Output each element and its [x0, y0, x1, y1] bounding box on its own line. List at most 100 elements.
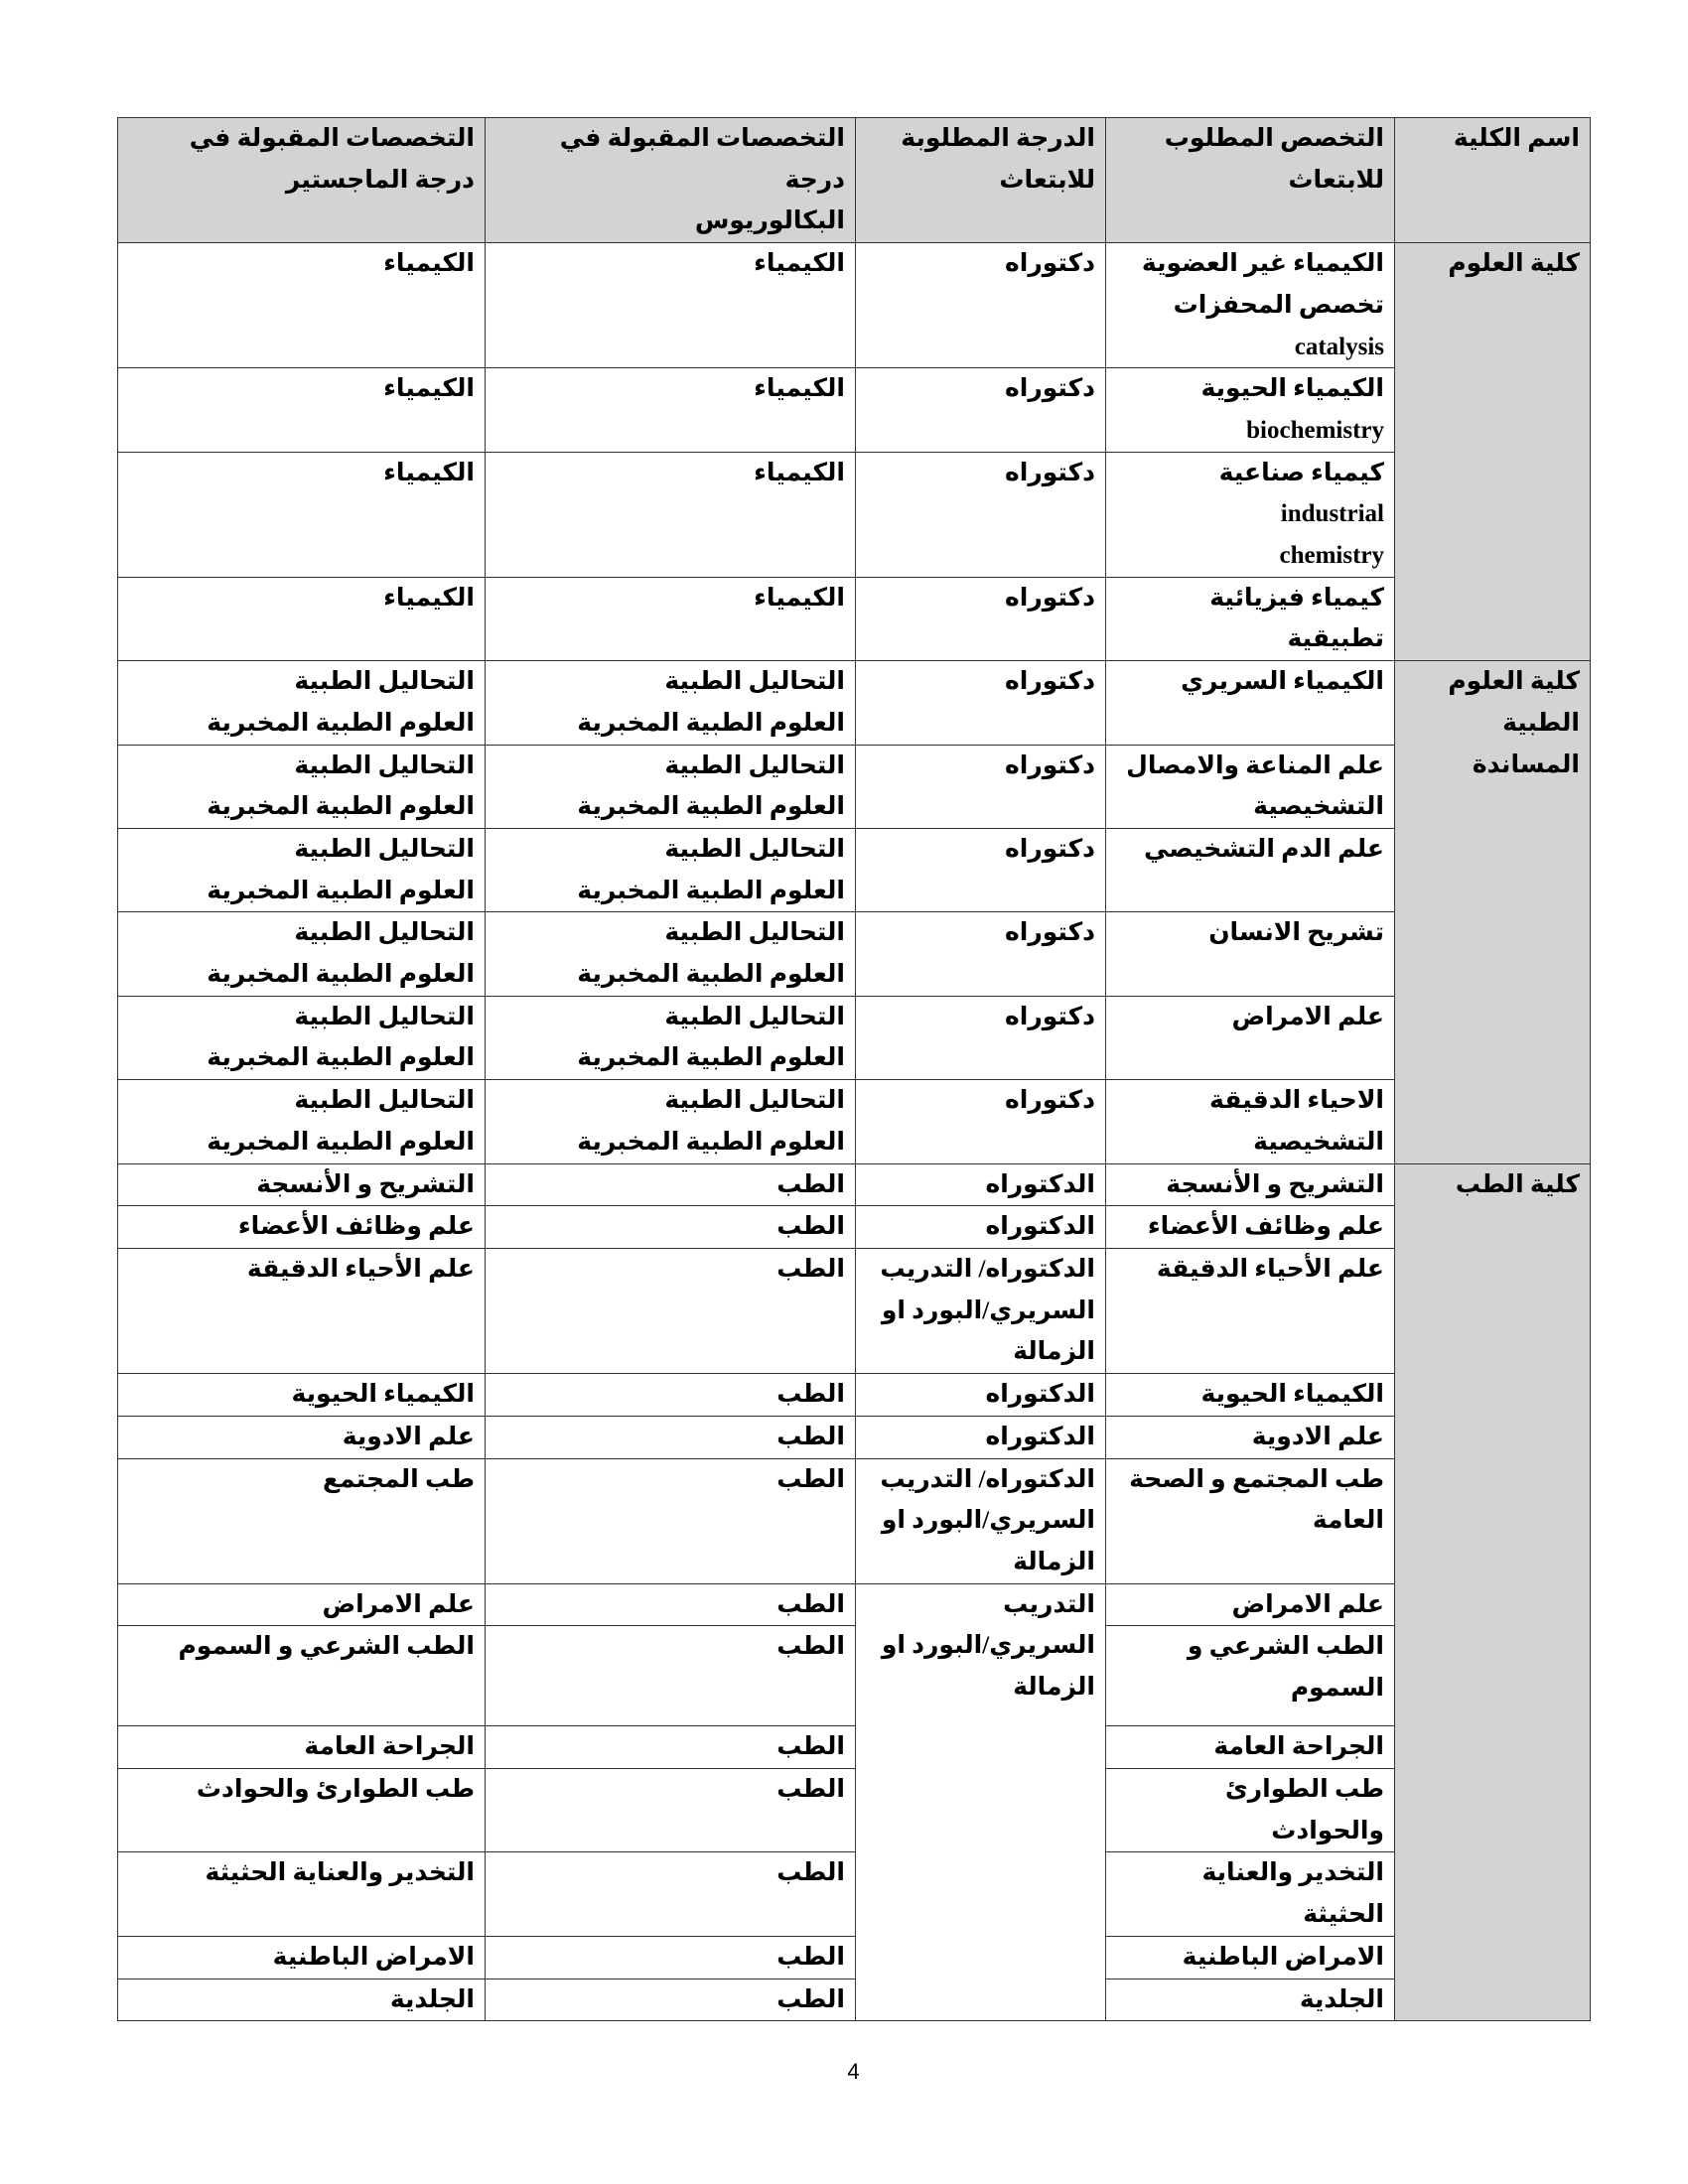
required-specialty-cell: الجراحة العامة [1105, 1725, 1395, 1770]
table-row: علم وظائف الأعضاء الدكتوراه الطب علم وظائف … [117, 1205, 1591, 1249]
master-specialties-cell: التحاليل الطبية العلوم الطبية المخبرية [117, 911, 486, 997]
table-row: علم الأحياء الدقيقة الدكتوراه/ التدريب ال… [117, 1247, 1591, 1375]
master-specialties-cell: علم الأحياء الدقيقة [117, 1247, 486, 1375]
required-specialty-cell: الكيمياء الحيوية biochemistry [1105, 367, 1395, 453]
required-specialty-cell: علم وظائف الأعضاء [1105, 1205, 1395, 1249]
bachelor-specialties-cell: الطب [485, 1978, 856, 2022]
master-specialties-cell: التخدير والعناية الحثيثة [117, 1851, 486, 1937]
bachelor-specialties-cell: الطب [485, 1625, 856, 1727]
required-specialty-cell: كيمياء فيزيائية تطبيقية [1105, 576, 1395, 662]
required-degree-cell: الدكتوراه [855, 1162, 1106, 1207]
required-specialty-cell: كيمياء صناعية industrial chemistry [1105, 451, 1395, 578]
table-row: علم الدم التشخيصي دكتوراه التحاليل الطبية … [117, 827, 1591, 913]
table-row: علم الادوية الدكتوراه الطب علم الادوية [117, 1415, 1591, 1459]
required-specialty-cell: الاحياء الدقيقة التشخيصية [1105, 1079, 1395, 1164]
bachelor-specialties-cell: الطب [485, 1935, 856, 1979]
required-specialty-cell: علم الدم التشخيصي [1105, 827, 1395, 913]
required-degree-cell: الدكتوراه/ التدريب السريري/البورد او الز… [855, 1247, 1106, 1375]
required-degree-cell: الدكتوراه [855, 1205, 1106, 1249]
table-row: الامراض الباطنية الطب الامراض الباطنية [117, 1935, 1591, 1979]
required-specialty-cell: علم المناعة والامصال التشخيصية [1105, 744, 1395, 829]
header-required-degree: الدرجة المطلوبة للابتعاث [855, 116, 1106, 244]
required-specialty-cell: علم الامراض [1105, 1582, 1395, 1627]
required-specialty-cell: الطب الشرعي و السموم [1105, 1625, 1395, 1727]
table-row: كلية العلوم الطبية المساندة الكيمياء السر… [117, 660, 1591, 1164]
bachelor-specialties-cell: الطب [485, 1725, 856, 1770]
required-specialty-cell: الجلدية [1105, 1978, 1395, 2022]
bachelor-specialties-cell: التحاليل الطبية العلوم الطبية المخبرية [485, 911, 856, 997]
master-specialties-cell: الكيمياء [117, 451, 486, 578]
master-specialties-cell: الجراحة العامة [117, 1725, 486, 1770]
bachelor-specialties-cell: الطب [485, 1768, 856, 1853]
master-specialties-cell: علم وظائف الأعضاء [117, 1205, 486, 1249]
master-specialties-cell: علم الادوية [117, 1415, 486, 1459]
table-row: التخدير والعناية الحثيثة الطب التخدير والع… [117, 1851, 1591, 1937]
bachelor-specialties-cell: الطب [485, 1415, 856, 1459]
master-specialties-cell: التحاليل الطبية العلوم الطبية المخبرية [117, 827, 486, 913]
bachelor-specialties-cell: الطب [485, 1162, 856, 1207]
required-degree-cell: دكتوراه [855, 995, 1106, 1081]
table-row: كيمياء صناعية industrial chemistry دكتورا… [117, 451, 1591, 578]
master-specialties-cell: الكيمياء [117, 242, 486, 369]
bachelor-specialties-cell: الكيمياء [485, 576, 856, 662]
bachelor-specialties-cell: التحاليل الطبية العلوم الطبية المخبرية [485, 995, 856, 1081]
bachelor-specialties-cell: الطب [485, 1851, 856, 1937]
required-degree-cell: دكتوراه [855, 827, 1106, 913]
master-specialties-cell: الجلدية [117, 1978, 486, 2022]
master-specialties-cell: طب الطوارئ والحوادث [117, 1768, 486, 1853]
table-row: كيمياء فيزيائية تطبيقية دكتوراه الكيمياء ال… [117, 576, 1591, 662]
header-college: اسم الكلية [1394, 116, 1591, 244]
required-degree-cell: دكتوراه [855, 1079, 1106, 1164]
required-degree-cell: الدكتوراه [855, 1373, 1106, 1417]
master-specialties-cell: علم الامراض [117, 1582, 486, 1627]
page-number: 4 [847, 2059, 860, 2085]
required-specialty-cell: الكيمياء غير العضوية تخصص المحفزات catal… [1105, 242, 1395, 369]
header-required-specialty: التخصص المطلوب للابتعاث [1105, 116, 1395, 244]
master-specialties-cell: التحاليل الطبية العلوم الطبية المخبرية [117, 995, 486, 1081]
college-name: كلية العلوم الطبية المساندة [1394, 660, 1591, 1164]
master-specialties-cell: التحاليل الطبية العلوم الطبية المخبرية [117, 744, 486, 829]
required-degree-cell: دكتوراه [855, 242, 1106, 369]
master-specialties-cell: الكيمياء [117, 367, 486, 453]
table-row: طب الطوارئ والحوادث الطب طب الطوارئ والحوا… [117, 1768, 1591, 1853]
required-specialty-cell: الكيمياء السريري [1105, 660, 1395, 746]
table-row: علم المناعة والامصال التشخيصية دكتوراه الت… [117, 744, 1591, 829]
bachelor-specialties-cell: الطب [485, 1205, 856, 1249]
required-degree-cell: دكتوراه [855, 451, 1106, 578]
table-row: الاحياء الدقيقة التشخيصية دكتوراه التحاليل… [117, 1079, 1591, 1164]
table-row: علم الامراض دكتوراه التحاليل الطبية العلوم… [117, 995, 1591, 1081]
required-specialty-cell: الكيمياء الحيوية [1105, 1373, 1395, 1417]
header-master-specialties: التخصصات المقبولة في درجة الماجستير [117, 116, 486, 244]
bachelor-specialties-cell: التحاليل الطبية العلوم الطبية المخبرية [485, 744, 856, 829]
required-specialty-cell: الامراض الباطنية [1105, 1935, 1395, 1979]
required-degree-cell: دكتوراه [855, 911, 1106, 997]
required-degree-cell: التدريب السريري/البورد او الزمالة [855, 1582, 1106, 2022]
required-degree-cell: دكتوراه [855, 744, 1106, 829]
required-specialty-cell: علم الامراض [1105, 995, 1395, 1081]
table-row: الجلدية الطب الجلدية [117, 1978, 1591, 2022]
required-specialty-cell: التخدير والعناية الحثيثة [1105, 1851, 1395, 1937]
table-row: علم الامراض التدريب السريري/البورد او الز… [117, 1582, 1591, 2022]
bachelor-specialties-cell: الطب [485, 1373, 856, 1417]
master-specialties-cell: الطب الشرعي و السموم [117, 1625, 486, 1727]
required-specialty-cell: تشريح الانسان [1105, 911, 1395, 997]
table-row: طب المجتمع و الصحة العامة الدكتوراه/ التد… [117, 1457, 1591, 1584]
table-row: الكيمياء الحيوية biochemistry دكتوراه الكي… [117, 367, 1591, 453]
required-degree-cell: دكتوراه [855, 576, 1106, 662]
master-specialties-cell: التحاليل الطبية العلوم الطبية المخبرية [117, 1079, 486, 1164]
table-header-row: اسم الكلية التخصص المطلوب للابتعاث الدرجة … [117, 116, 1591, 244]
table-row: الجراحة العامة الطب الجراحة العامة [117, 1725, 1591, 1770]
master-specialties-cell: الامراض الباطنية [117, 1935, 486, 1979]
required-specialty-cell: طب الطوارئ والحوادث [1105, 1768, 1395, 1853]
table-row: الطب الشرعي و السموم الطب الطب الشرعي و ال… [117, 1625, 1591, 1727]
bachelor-specialties-cell: الكيمياء [485, 242, 856, 369]
required-degree-cell: دكتوراه [855, 660, 1106, 746]
table-row: تشريح الانسان دكتوراه التحاليل الطبية العل… [117, 911, 1591, 997]
header-bachelor-specialties: التخصصات المقبولة في درجة البكالوريوس [485, 116, 856, 244]
bachelor-specialties-cell: التحاليل الطبية العلوم الطبية المخبرية [485, 827, 856, 913]
master-specialties-cell: التشريح و الأنسجة [117, 1162, 486, 1207]
master-specialties-cell: طب المجتمع [117, 1457, 486, 1584]
required-specialty-cell: علم الأحياء الدقيقة [1105, 1247, 1395, 1375]
master-specialties-cell: الكيمياء الحيوية [117, 1373, 486, 1417]
bachelor-specialties-cell: الطب [485, 1457, 856, 1584]
